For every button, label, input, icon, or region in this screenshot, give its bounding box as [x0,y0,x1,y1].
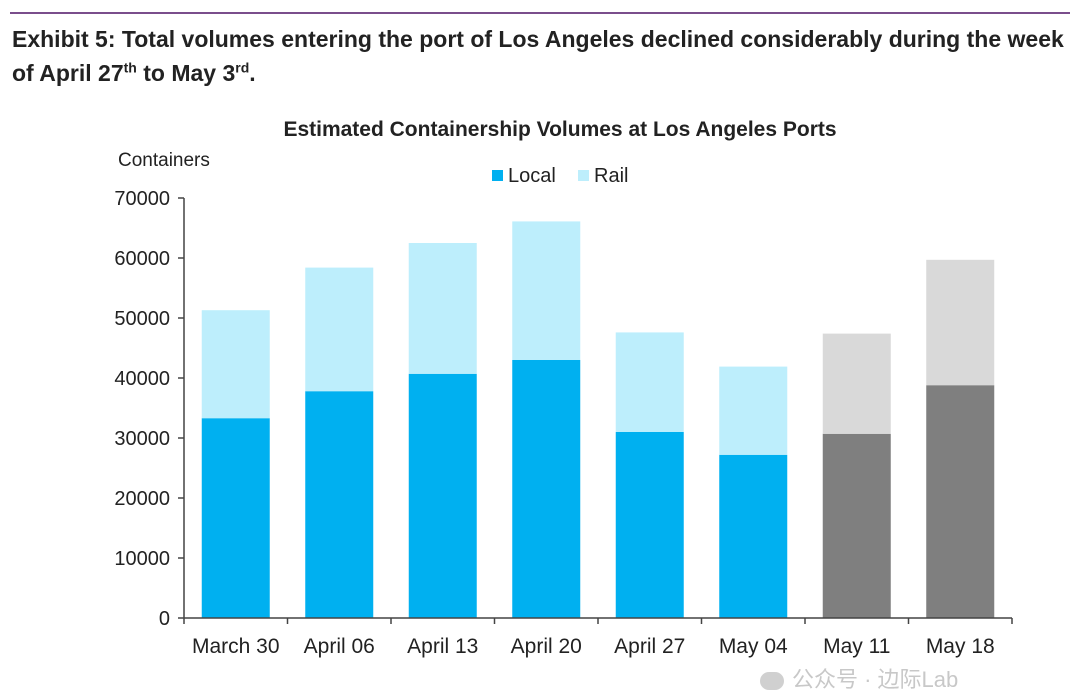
exhibit-title-sup-rd: rd [235,59,250,76]
bar-local-april-13 [408,373,477,618]
x-axis: March 30 April 06 April 13 April 20 April 27… [183,617,1013,658]
bar-rail-may-18 [926,259,995,386]
bar-rail-march-30 [201,310,270,419]
chart-title: Estimated Containership Volumes at Los A… [283,118,836,141]
y-axis-label: Containers [118,150,210,171]
x-tick-label: May 04 [719,635,788,658]
x-tick-label: April 06 [304,635,375,658]
bar-rail-may-04 [719,366,788,455]
bar-rail-april-27 [615,332,684,432]
bars [201,221,995,618]
y-tick-label: 50000 [114,308,170,330]
bar-local-may-18 [926,385,995,618]
bar-local-may-04 [719,454,788,618]
y-axis: 0 10000 20000 30000 40000 50000 60000 70000 [114,188,185,630]
bar-local-april-27 [615,432,684,618]
bar-local-april-20 [512,360,581,618]
legend-label-local: Local [508,165,556,187]
bar-rail-april-06 [305,267,374,392]
watermark-text: 公众号 · 边际Lab [792,667,959,692]
exhibit-title-sup-th: th [123,59,137,76]
wechat-icon [760,672,784,691]
exhibit-title-mid: to May 3 [136,60,236,86]
bar-local-april-06 [305,391,374,618]
legend-swatch-rail [578,170,589,181]
x-tick-label: March 30 [192,635,280,658]
x-tick-label: April 27 [614,635,685,658]
legend-swatch-local [492,170,503,181]
bar-local-may-11 [822,433,891,618]
bar-rail-april-20 [512,221,581,360]
exhibit-title-end: . [249,60,256,86]
bar-rail-april-13 [408,243,477,374]
top-rule [10,12,1070,14]
x-tick-label: April 13 [407,635,478,658]
y-tick-label: 10000 [114,548,170,570]
y-tick-label: 30000 [114,428,170,450]
legend-label-rail: Rail [594,165,628,187]
bar-rail-may-11 [822,333,891,434]
x-tick-label: May 18 [926,635,995,658]
y-tick-label: 70000 [114,188,170,210]
y-tick-label: 40000 [114,368,170,390]
exhibit-title: Exhibit 5: Total volumes entering the po… [12,22,1072,90]
legend: Local Rail [492,165,628,187]
exhibit-title-main: Exhibit 5: Total volumes entering the po… [12,26,1064,86]
y-tick-label: 0 [159,608,170,630]
bar-local-march-30 [201,418,270,618]
y-tick-label: 20000 [114,488,170,510]
y-tick-label: 60000 [114,248,170,270]
x-tick-label: May 11 [823,635,890,658]
watermark: 公众号 · 边际Lab [760,662,958,694]
x-tick-label: April 20 [511,635,582,658]
